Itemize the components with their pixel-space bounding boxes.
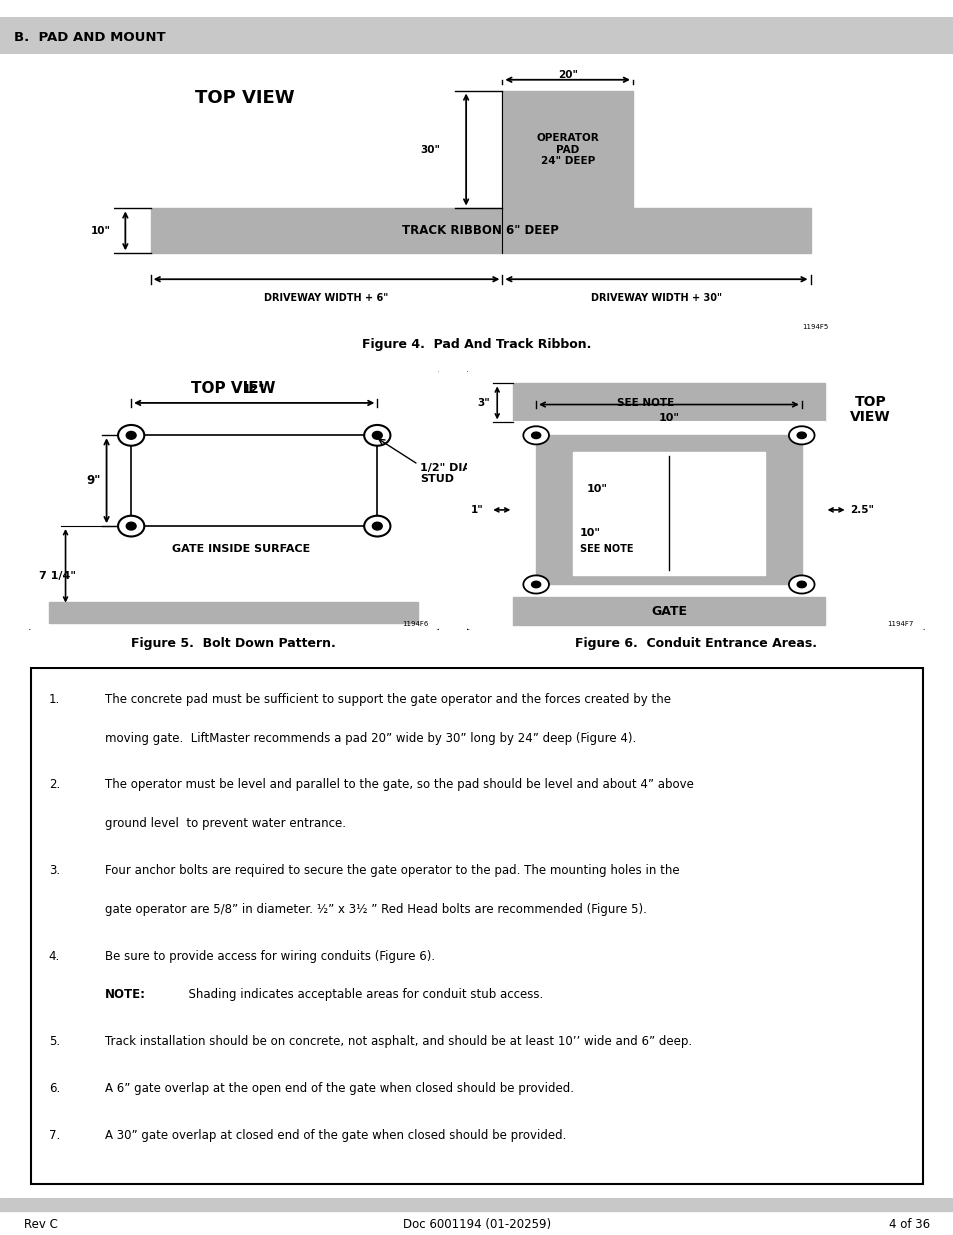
Text: SEE NOTE: SEE NOTE — [579, 543, 633, 553]
Text: OPERATOR
PAD
24" DEEP: OPERATOR PAD 24" DEEP — [536, 133, 598, 167]
Text: 4.: 4. — [49, 950, 60, 962]
Bar — [572, 452, 764, 574]
Circle shape — [118, 425, 144, 446]
Text: 5.: 5. — [49, 1035, 60, 1049]
Circle shape — [523, 576, 548, 594]
Circle shape — [364, 516, 390, 536]
Circle shape — [788, 576, 814, 594]
Bar — [0, 1198, 953, 1210]
Text: GATE INSIDE SURFACE: GATE INSIDE SURFACE — [172, 543, 310, 553]
Circle shape — [126, 431, 136, 440]
Circle shape — [126, 522, 136, 530]
Text: SEE NOTE: SEE NOTE — [617, 398, 674, 408]
Circle shape — [531, 582, 540, 588]
Text: 1": 1" — [470, 505, 483, 515]
Circle shape — [788, 426, 814, 445]
Text: 9": 9" — [86, 474, 100, 488]
Text: 10": 10" — [586, 484, 607, 494]
Circle shape — [372, 522, 382, 530]
Text: Figure 4.  Pad And Track Ribbon.: Figure 4. Pad And Track Ribbon. — [362, 338, 591, 351]
Text: Be sure to provide access for wiring conduits (Figure 6).: Be sure to provide access for wiring con… — [105, 950, 435, 962]
Text: TOP VIEW: TOP VIEW — [192, 380, 275, 396]
Bar — [513, 598, 823, 625]
Text: Four anchor bolts are required to secure the gate operator to the pad. The mount: Four anchor bolts are required to secure… — [105, 864, 679, 877]
Bar — [536, 436, 801, 584]
Text: 2.: 2. — [49, 778, 60, 792]
Text: 10": 10" — [579, 527, 600, 537]
Text: DRIVEWAY WIDTH + 30": DRIVEWAY WIDTH + 30" — [590, 294, 721, 304]
Text: 1194F6: 1194F6 — [402, 621, 428, 627]
Text: Figure 6.  Conduit Entrance Areas.: Figure 6. Conduit Entrance Areas. — [575, 637, 817, 650]
Text: The operator must be level and parallel to the gate, so the pad should be level : The operator must be level and parallel … — [105, 778, 693, 792]
Text: 12": 12" — [243, 383, 265, 395]
Text: 1/2" DIA.
STUD: 1/2" DIA. STUD — [420, 463, 476, 484]
Text: 4 of 36: 4 of 36 — [888, 1218, 929, 1231]
Text: Doc 6001194 (01-20259): Doc 6001194 (01-20259) — [402, 1218, 551, 1231]
Text: 30": 30" — [420, 144, 440, 154]
FancyBboxPatch shape — [27, 369, 440, 631]
Bar — [151, 209, 810, 253]
Circle shape — [531, 432, 540, 438]
Text: ground level  to prevent water entrance.: ground level to prevent water entrance. — [105, 818, 346, 830]
Text: Track installation should be on concrete, not asphalt, and should be at least 10: Track installation should be on concrete… — [105, 1035, 691, 1049]
Text: 1194F5: 1194F5 — [801, 324, 828, 330]
Circle shape — [523, 426, 548, 445]
Text: 3": 3" — [477, 398, 490, 408]
Text: A 6” gate overlap at the open end of the gate when closed should be provided.: A 6” gate overlap at the open end of the… — [105, 1082, 574, 1095]
Text: gate operator are 5/8” in diameter. ½” x 3½ ” Red Head bolts are recommended (Fi: gate operator are 5/8” in diameter. ½” x… — [105, 903, 646, 916]
Text: moving gate.  LiftMaster recommends a pad 20” wide by 30” long by 24” deep (Figu: moving gate. LiftMaster recommends a pad… — [105, 731, 636, 745]
Text: 20": 20" — [558, 69, 577, 80]
Text: B.  PAD AND MOUNT: B. PAD AND MOUNT — [14, 31, 166, 44]
Text: Rev C: Rev C — [24, 1218, 58, 1231]
Bar — [131, 436, 376, 526]
Circle shape — [372, 431, 382, 440]
Text: 7.: 7. — [49, 1129, 60, 1141]
Text: Figure 5.  Bolt Down Pattern.: Figure 5. Bolt Down Pattern. — [132, 637, 335, 650]
Text: 2.5": 2.5" — [849, 505, 873, 515]
Text: 3.: 3. — [49, 864, 60, 877]
FancyBboxPatch shape — [107, 69, 846, 338]
Text: TOP VIEW: TOP VIEW — [195, 89, 294, 106]
Text: TOP
VIEW: TOP VIEW — [849, 395, 890, 424]
Bar — [513, 422, 823, 598]
Text: TRACK RIBBON 6" DEEP: TRACK RIBBON 6" DEEP — [402, 225, 558, 237]
Bar — [49, 603, 417, 624]
Text: 10": 10" — [91, 226, 111, 236]
Text: A 30” gate overlap at closed end of the gate when closed should be provided.: A 30” gate overlap at closed end of the … — [105, 1129, 566, 1141]
Text: 1194F7: 1194F7 — [886, 621, 913, 627]
FancyBboxPatch shape — [465, 369, 926, 631]
Bar — [513, 383, 823, 422]
Circle shape — [364, 425, 390, 446]
Text: 7 1/4": 7 1/4" — [39, 572, 76, 582]
Text: Shading indicates acceptable areas for conduit stub access.: Shading indicates acceptable areas for c… — [181, 988, 543, 1002]
Text: DRIVEWAY WIDTH + 6": DRIVEWAY WIDTH + 6" — [264, 294, 388, 304]
Circle shape — [797, 432, 805, 438]
Text: 10": 10" — [658, 412, 679, 422]
Text: 1.: 1. — [49, 693, 60, 706]
Text: The concrete pad must be sufficient to support the gate operator and the forces : The concrete pad must be sufficient to s… — [105, 693, 670, 706]
Circle shape — [797, 582, 805, 588]
Bar — [502, 90, 632, 209]
Text: GATE: GATE — [650, 605, 686, 618]
Text: NOTE:: NOTE: — [105, 988, 146, 1002]
Circle shape — [118, 516, 144, 536]
Text: 6.: 6. — [49, 1082, 60, 1095]
